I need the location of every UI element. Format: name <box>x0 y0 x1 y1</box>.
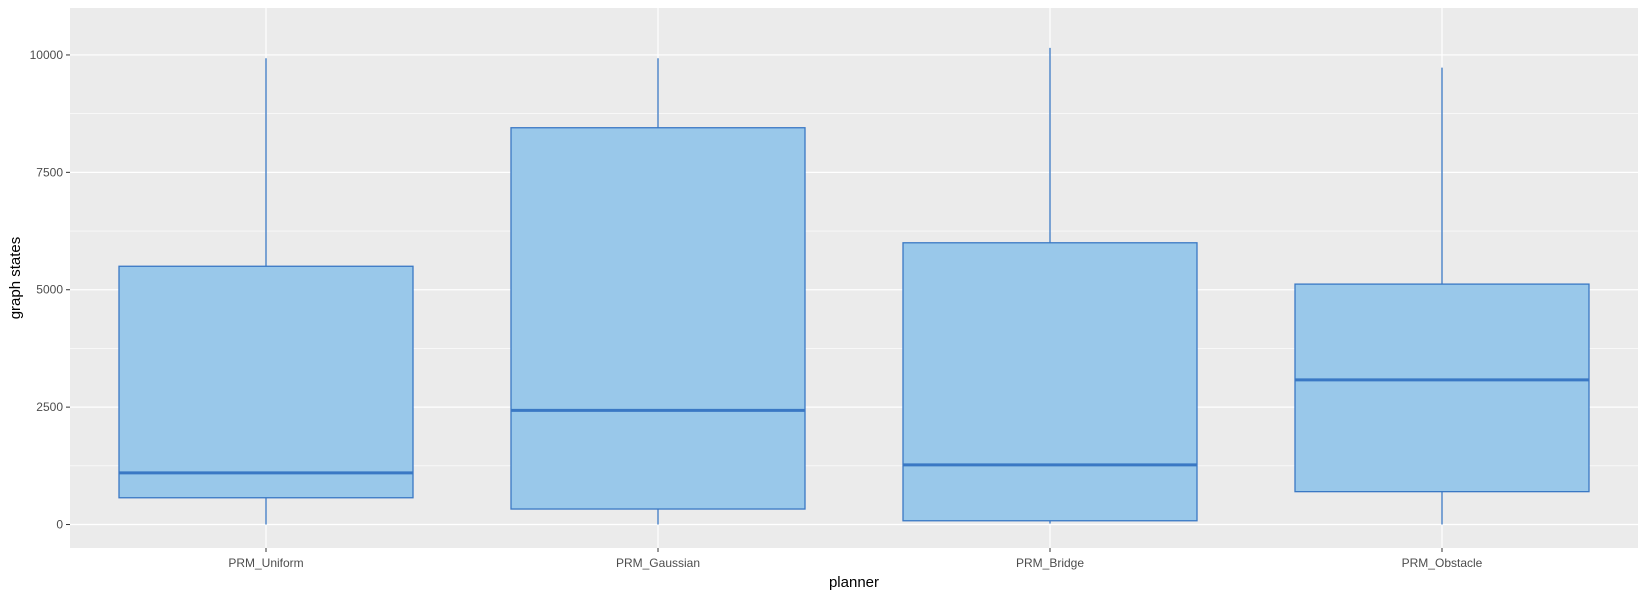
y-tick-label: 10000 <box>30 48 64 62</box>
x-tick-label: PRM_Gaussian <box>616 556 700 570</box>
y-axis-title: graph states <box>7 237 24 320</box>
box-group <box>1294 67 1590 525</box>
box-group <box>902 47 1198 524</box>
box-iqr <box>118 265 414 499</box>
y-tick-label: 2500 <box>36 400 63 414</box>
x-tick-label: PRM_Obstacle <box>1402 556 1483 570</box>
box-iqr <box>510 127 806 510</box>
box-iqr <box>1294 283 1590 493</box>
x-tick-label: PRM_Uniform <box>228 556 303 570</box>
y-tick-label: 5000 <box>36 283 63 297</box>
box-group <box>118 58 414 525</box>
y-axis: 0 2500 5000 7500 10000 <box>30 48 70 532</box>
x-axis: PRM_Uniform PRM_Gaussian PRM_Bridge PRM_Obs… <box>228 548 1483 570</box>
x-axis-title: planner <box>829 574 879 591</box>
box-group <box>510 58 806 525</box>
x-tick-label: PRM_Bridge <box>1016 556 1084 570</box>
box-iqr <box>902 242 1198 522</box>
box-series <box>118 47 1590 525</box>
y-tick-label: 0 <box>56 518 63 532</box>
y-tick-label: 7500 <box>36 165 63 179</box>
